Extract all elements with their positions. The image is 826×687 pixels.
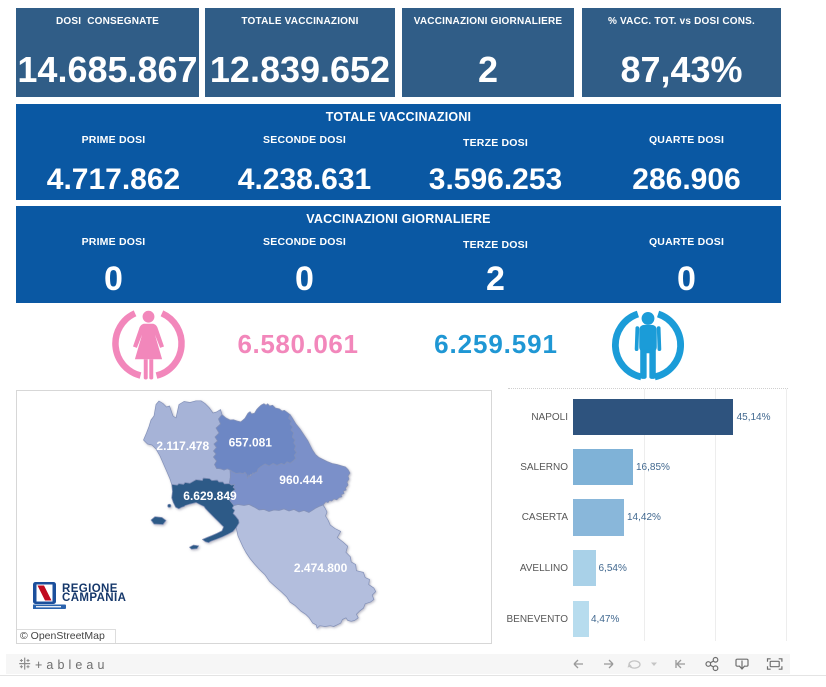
svg-text:960.444: 960.444 <box>279 473 323 487</box>
svg-text:2.117.478: 2.117.478 <box>156 439 209 453</box>
svg-text:6.629.849: 6.629.849 <box>183 489 237 503</box>
svg-text:2.474.800: 2.474.800 <box>294 561 348 575</box>
svg-text:+ableau: +ableau <box>35 658 109 672</box>
svg-text:REGIONE: REGIONE <box>62 583 118 595</box>
svg-text:CAMPANIA: CAMPANIA <box>62 592 126 604</box>
svg-text:657.081: 657.081 <box>229 436 273 450</box>
